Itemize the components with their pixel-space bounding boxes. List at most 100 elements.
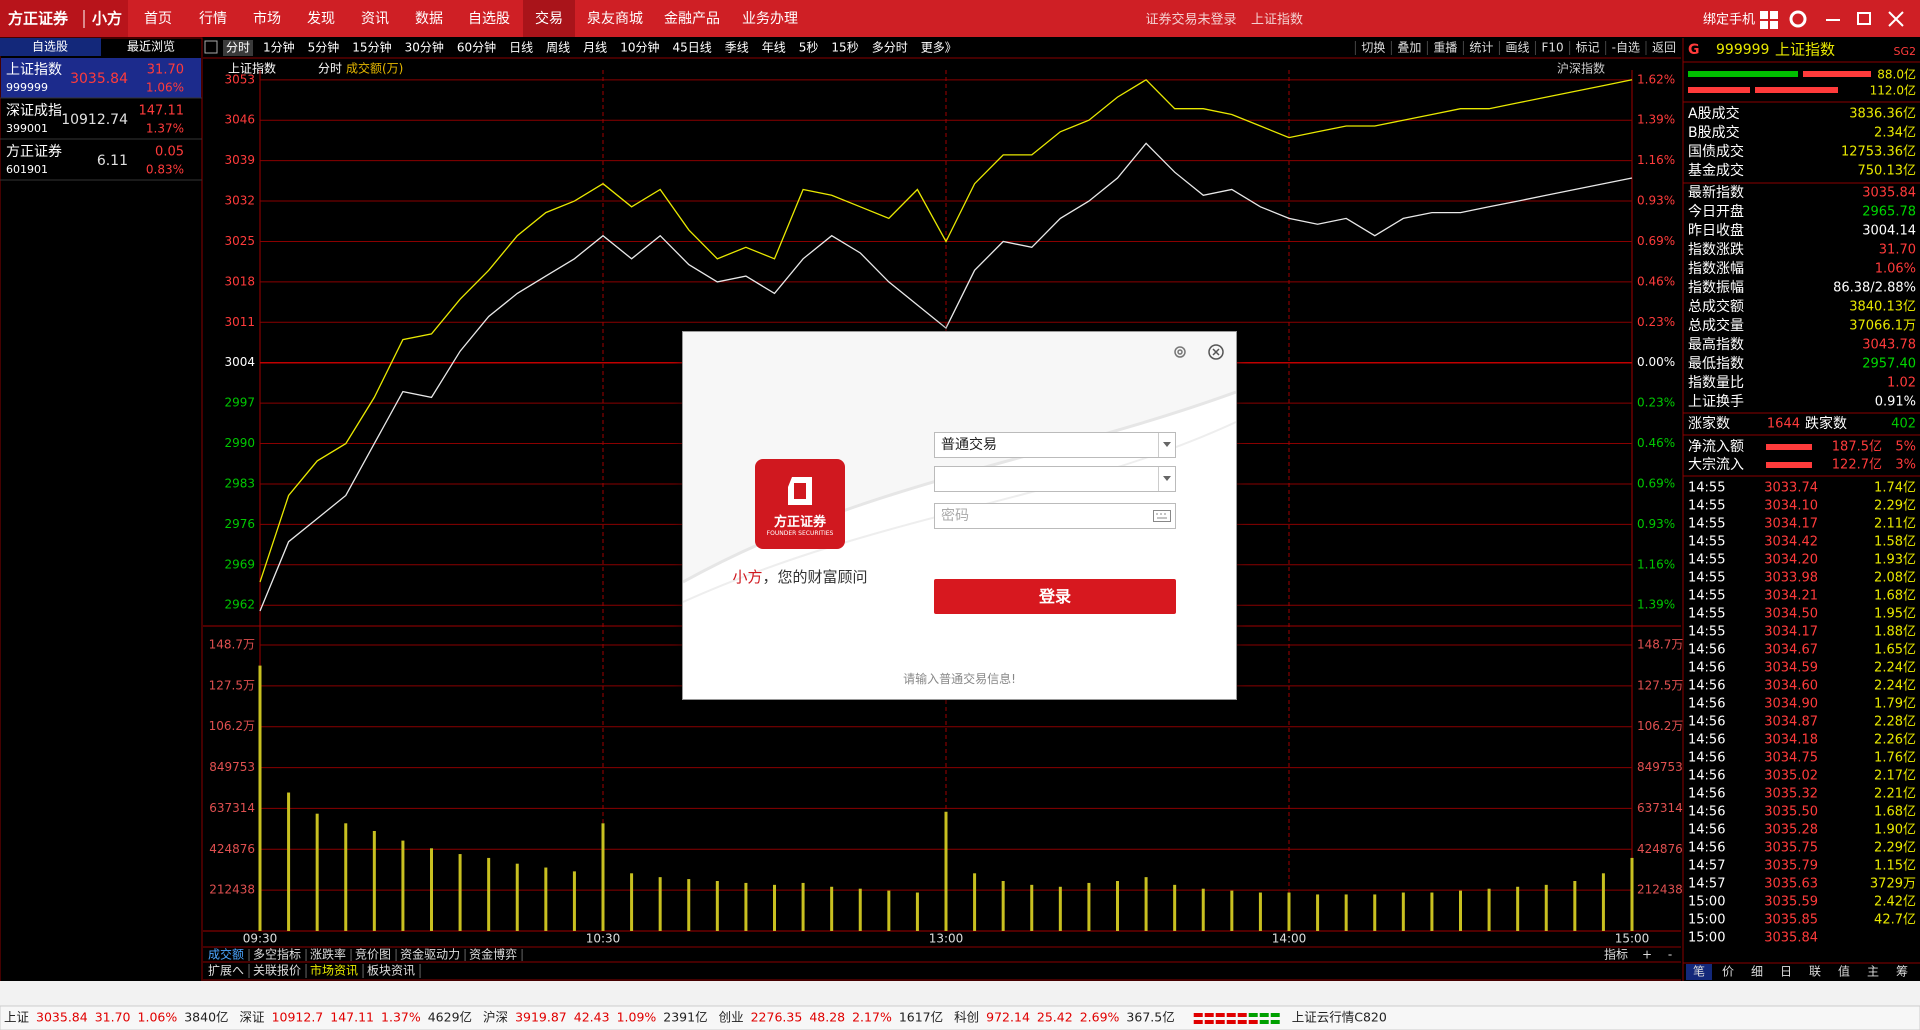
- stock-name[interactable]: 方正证券: [6, 144, 62, 160]
- quote-tab[interactable]: 价: [1722, 965, 1734, 979]
- menu-item[interactable]: 资讯: [361, 11, 389, 27]
- account-type-select[interactable]: 普通交易: [934, 432, 1176, 458]
- status-change: 147.11: [330, 1010, 374, 1025]
- menu-item[interactable]: 市场: [253, 10, 281, 27]
- menu-item[interactable]: 发现: [307, 11, 335, 27]
- close-button[interactable]: [1888, 11, 1904, 27]
- extra-tab[interactable]: 扩展へ: [208, 964, 244, 978]
- pct-tick-label: 1.39%: [1637, 598, 1675, 612]
- tool-button[interactable]: 切换: [1361, 41, 1385, 55]
- volume-bar: [372, 830, 376, 931]
- quote-tab[interactable]: 筹: [1896, 965, 1908, 979]
- quote-tab[interactable]: 主: [1867, 965, 1879, 979]
- menu-item[interactable]: 金融产品: [664, 11, 720, 27]
- password-input[interactable]: 密码: [934, 503, 1176, 529]
- tick-amount: 2.24亿: [1874, 679, 1916, 694]
- quote-tab[interactable]: 联: [1809, 965, 1821, 979]
- login-status[interactable]: 证券交易未登录: [1145, 12, 1236, 28]
- tick-price: 3035.79: [1764, 859, 1818, 874]
- indicator-tab[interactable]: 资金博弈: [469, 947, 517, 962]
- restore-button: [1857, 12, 1871, 25]
- tick-time: 14:56: [1688, 751, 1725, 766]
- extra-tab[interactable]: 关联报价: [253, 963, 301, 978]
- menu-item[interactable]: 交易: [535, 10, 563, 27]
- stat-value: 3035.84: [1862, 186, 1916, 201]
- volume-bar: [687, 879, 691, 931]
- indicator-tab[interactable]: 多空指标: [253, 947, 301, 962]
- tool-button[interactable]: 重播: [1433, 41, 1457, 55]
- menu-item[interactable]: 数据: [415, 11, 443, 27]
- status-price: 10912.7: [272, 1010, 324, 1025]
- menu-item[interactable]: 自选股: [468, 11, 510, 27]
- quote-tab[interactable]: 值: [1838, 964, 1850, 979]
- tab-active: [0, 38, 101, 56]
- indicator-tab[interactable]: 竞价图: [355, 948, 391, 962]
- stat-value: 0.91%: [1875, 395, 1916, 410]
- period-button[interactable]: 季线: [725, 41, 749, 55]
- stat-label: 最新指数: [1688, 185, 1744, 201]
- chart-control[interactable]: -: [1668, 948, 1672, 962]
- watchlist-tab[interactable]: 自选股: [32, 40, 68, 54]
- extra-tab[interactable]: 板块资讯: [367, 964, 415, 978]
- period-button[interactable]: 60分钟: [457, 40, 496, 55]
- volume-bar: [1116, 880, 1119, 931]
- breadth-label: 跌家数: [1805, 415, 1847, 432]
- tool-button[interactable]: F10: [1541, 41, 1563, 55]
- indicator-tab[interactable]: 资金驱动力: [400, 947, 460, 962]
- period-button[interactable]: 多分时: [872, 41, 908, 55]
- keyboard-icon[interactable]: [1153, 510, 1171, 522]
- grid-icon: [1760, 21, 1768, 29]
- stock-name[interactable]: 上证指数: [6, 62, 62, 78]
- chart-control[interactable]: +: [1642, 948, 1652, 962]
- volume-bar: [1058, 886, 1062, 931]
- index-link[interactable]: 上证指数: [1251, 13, 1303, 28]
- account-select[interactable]: [934, 466, 1176, 492]
- login-button[interactable]: 登录: [934, 579, 1176, 614]
- period-button[interactable]: 1分钟: [263, 40, 295, 55]
- volume-bar: [258, 665, 262, 931]
- period-button[interactable]: 5秒: [799, 41, 819, 55]
- quote-tab[interactable]: 日: [1780, 965, 1792, 979]
- period-button[interactable]: 更多》: [921, 41, 957, 55]
- period-button[interactable]: 45日线: [672, 41, 711, 55]
- watchlist-tab[interactable]: 最近浏览: [127, 39, 175, 54]
- tool-button[interactable]: 叠加: [1397, 41, 1421, 55]
- indicator-tab[interactable]: 成交额: [208, 947, 244, 962]
- indicator-tab[interactable]: 涨跌率: [310, 947, 346, 962]
- menu-item[interactable]: 行情: [199, 11, 227, 27]
- price-tick-label: 2976: [224, 517, 255, 531]
- period-button[interactable]: 10分钟: [620, 40, 659, 55]
- tool-button[interactable]: -自选: [1612, 41, 1640, 55]
- settings-icon[interactable]: [1789, 10, 1807, 28]
- quote-tab[interactable]: 细: [1751, 965, 1763, 979]
- quote-tab[interactable]: 笔: [1693, 964, 1705, 979]
- stat-value: 1.02: [1887, 376, 1916, 391]
- bind-phone[interactable]: 绑定手机: [1703, 13, 1755, 28]
- stock-code: 999999: [6, 81, 48, 94]
- volume-tick-label: 148.7万: [1637, 638, 1683, 652]
- extra-tab[interactable]: 市场资讯: [310, 963, 358, 978]
- period-button[interactable]: 周线: [546, 41, 570, 55]
- period-button[interactable]: 分时: [226, 41, 250, 55]
- stat-label: 指数涨跌: [1688, 242, 1744, 258]
- period-button[interactable]: 15秒: [831, 41, 858, 55]
- period-button[interactable]: 年线: [762, 41, 786, 55]
- period-button[interactable]: 30分钟: [405, 40, 444, 55]
- chart-control[interactable]: 指标: [1604, 947, 1628, 962]
- tool-button[interactable]: 画线: [1505, 41, 1529, 55]
- tick-time: 14:56: [1688, 805, 1725, 820]
- menu-item[interactable]: 泉友商城: [587, 10, 643, 27]
- menu-item[interactable]: 首页: [144, 11, 172, 27]
- tool-button[interactable]: 标记: [1576, 41, 1600, 55]
- period-button[interactable]: 15分钟: [352, 40, 391, 55]
- tool-button[interactable]: 统计: [1469, 41, 1493, 55]
- period-button[interactable]: 月线: [583, 41, 607, 55]
- volume-bar: [1573, 880, 1577, 931]
- period-button[interactable]: 5分钟: [308, 40, 340, 55]
- tool-button[interactable]: 返回: [1652, 41, 1676, 55]
- period-button[interactable]: 日线: [509, 41, 533, 55]
- stock-name[interactable]: 深证成指: [6, 103, 62, 119]
- tick-amount: 1.58亿: [1874, 535, 1916, 550]
- tagline-text: ，您的财富顾问: [762, 568, 868, 586]
- menu-item[interactable]: 业务办理: [742, 11, 798, 27]
